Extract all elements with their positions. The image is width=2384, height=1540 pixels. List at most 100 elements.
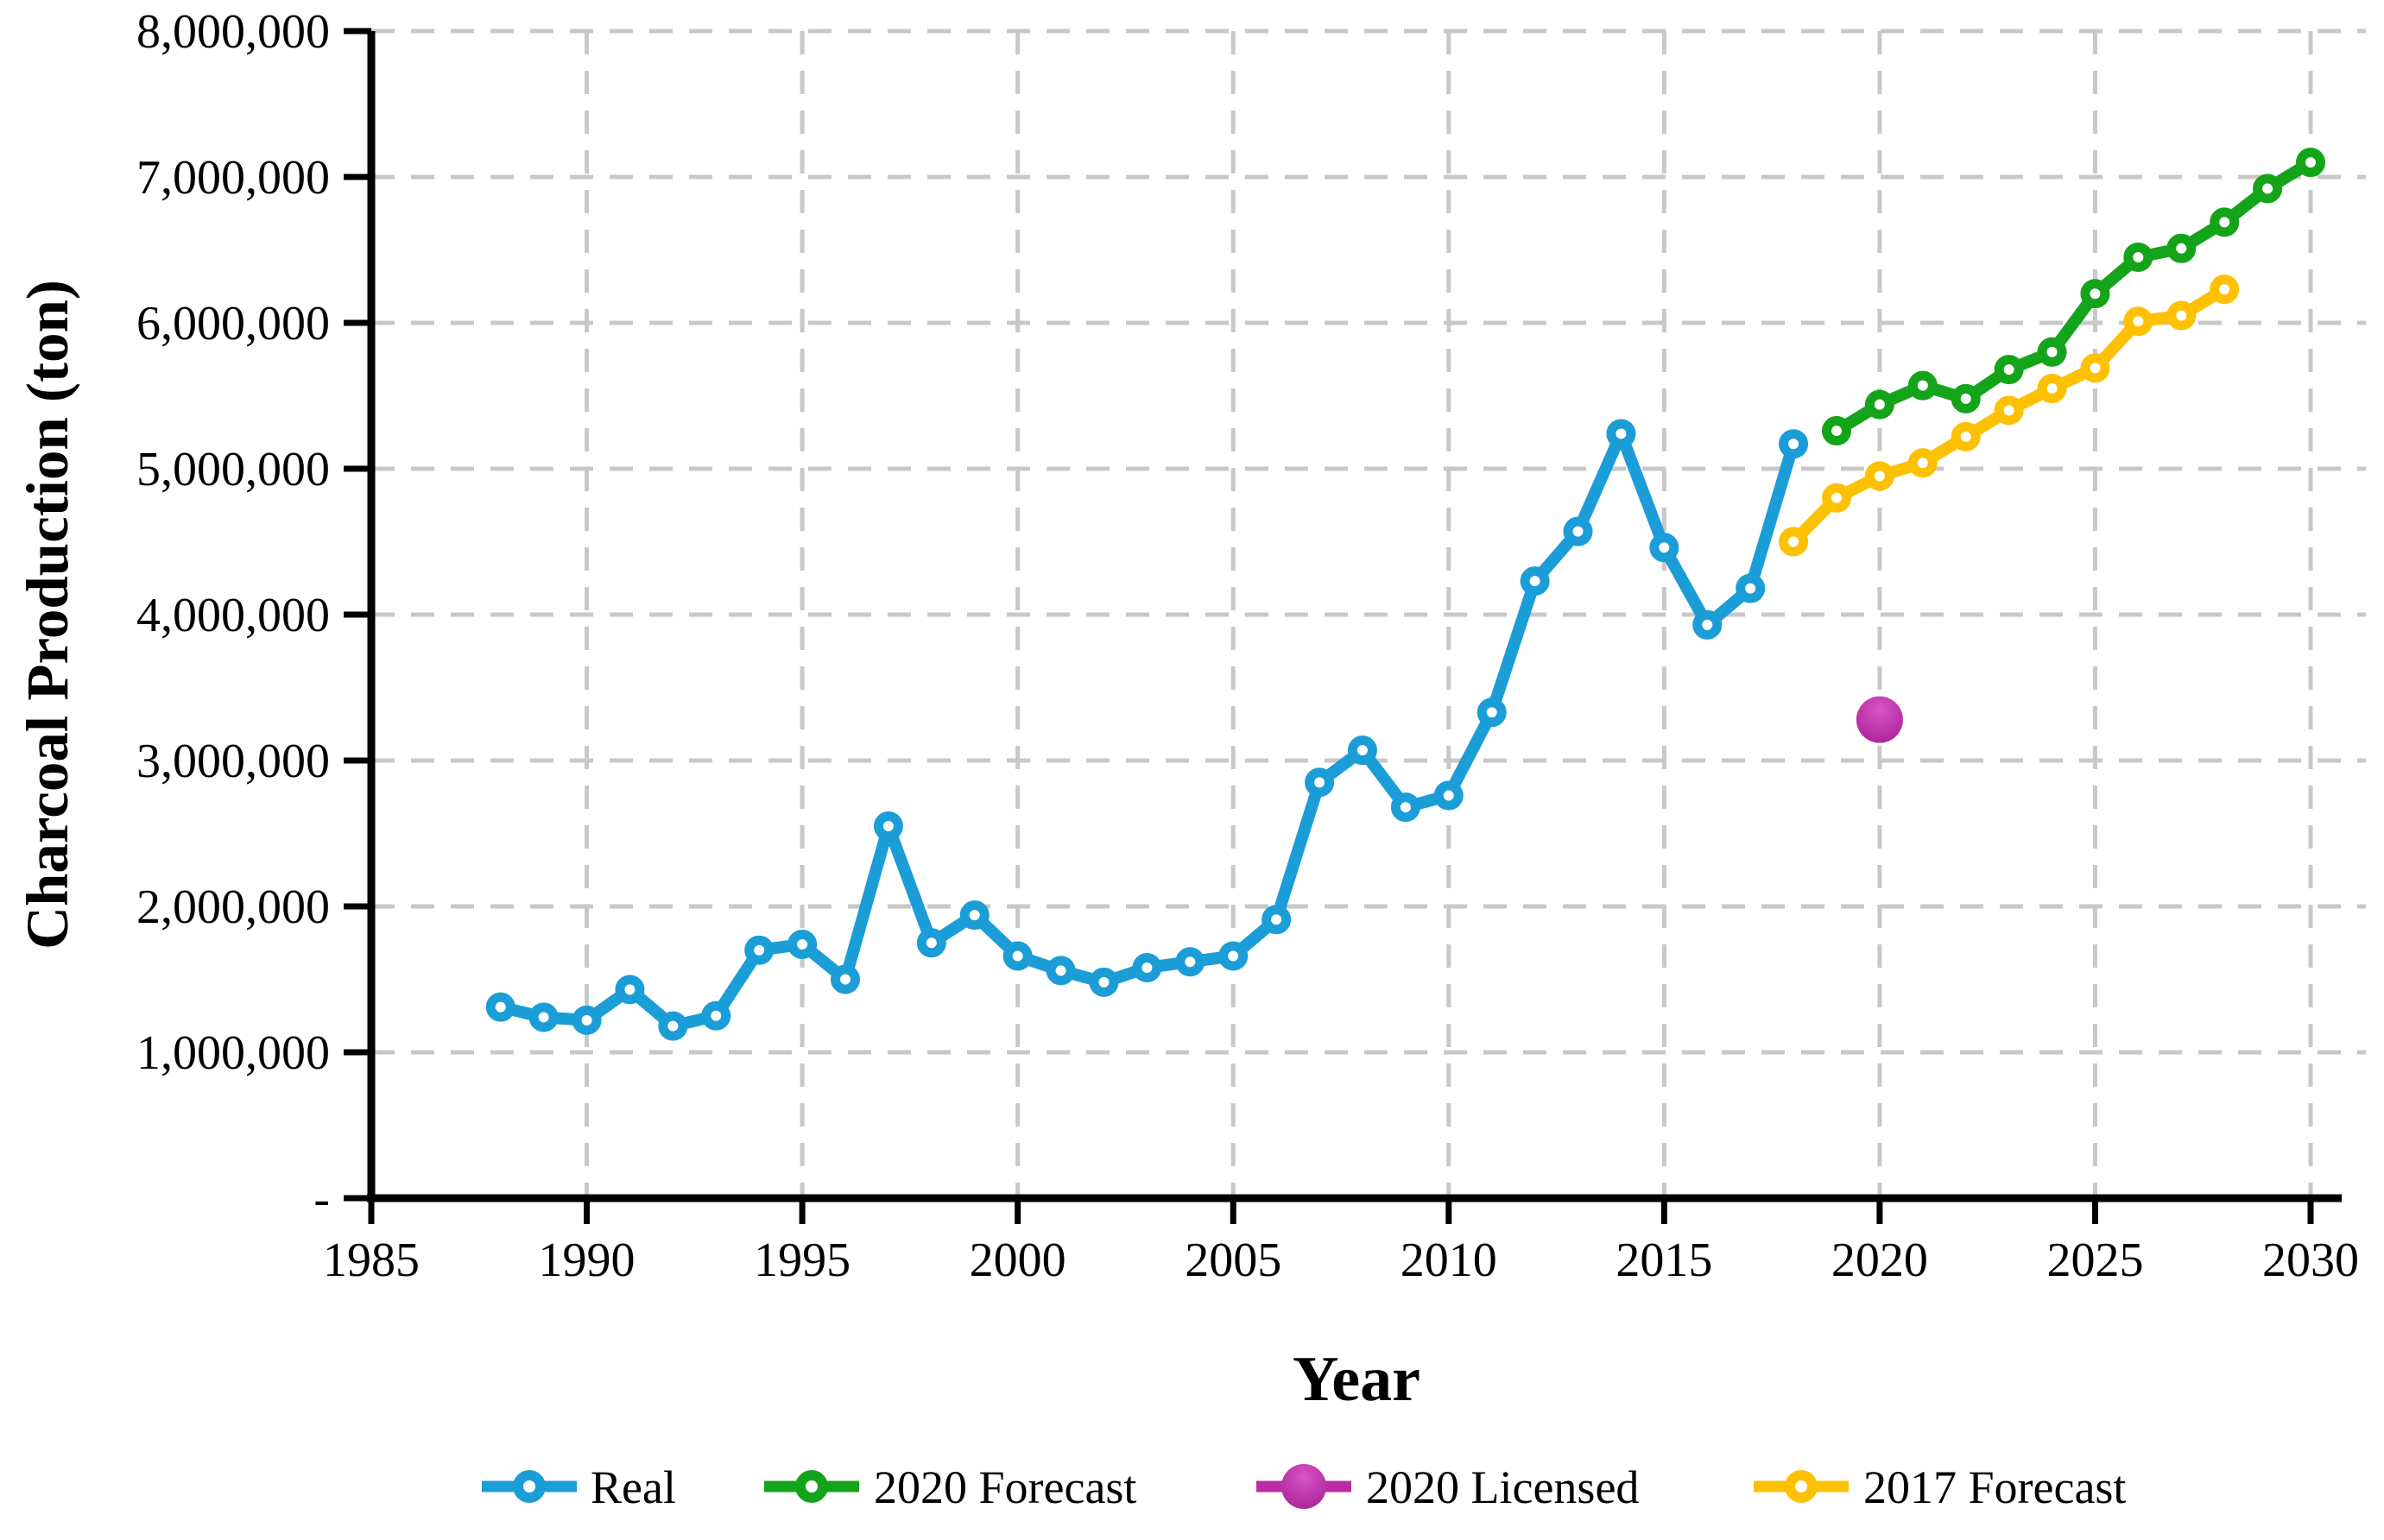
series-line-real [494,427,1800,1032]
marker-2020-forecast-2029 [2253,174,2283,204]
marker-2020-forecast-2027 [2166,233,2197,263]
marker-real-2014 [1606,419,1636,449]
x-tick-label-2015: 2015 [1616,1234,1712,1287]
x-tick-label-2005: 2005 [1185,1234,1281,1287]
y-tick-label-6000000: 6,000,000 [136,297,330,350]
marker-2017-forecast-2023 [1994,395,2024,426]
x-tick-label-2030: 2030 [2262,1234,2359,1287]
marker-2017-forecast-2019 [1821,483,1851,513]
marker-2017-forecast-2028 [2210,275,2240,305]
marker-2017-forecast-2018 [1779,527,1809,557]
series-2020-licensed [1856,696,1903,743]
series-2017-forecast [1779,275,2240,557]
legend-label-real: Real [591,1461,676,1513]
marker-2020-forecast-2025 [2080,279,2110,309]
marker-real-2016 [1692,609,1723,640]
y-tick-label-1000000: 1,000,000 [136,1026,330,1080]
marker-real-2012 [1520,566,1550,596]
marker-real-2000 [1002,941,1033,971]
legend-label-2020-forecast: 2020 Forecast [874,1461,1136,1513]
series-2020-forecast [1821,148,2325,446]
marker-2020-forecast-2022 [1951,383,1981,413]
legend-marker-2020-forecast [795,1470,828,1503]
marker-2020-licensed-2020 [1856,696,1903,743]
y-tick-label-5000000: 5,000,000 [136,443,330,496]
marker-real-1991 [615,975,645,1005]
y-tick-label-7000000: 7,000,000 [136,151,330,205]
marker-real-2013 [1563,516,1593,546]
gridlines [371,28,2366,1198]
series-line-2020-forecast [1830,156,2317,438]
legend-item-real: Real [482,1461,676,1513]
legend-marker-2017-forecast [1785,1470,1818,1503]
y-tick-label-8000000: 8,000,000 [136,5,330,59]
y-tick-label-2000000: 2,000,000 [136,880,330,934]
x-axis-title: Year [1293,1344,1420,1415]
marker-real-2015 [1649,533,1679,563]
x-tick-label-2020: 2020 [1831,1234,1928,1287]
marker-2020-forecast-2020 [1864,389,1894,420]
x-tick-label-1995: 1995 [754,1234,851,1287]
marker-real-2010 [1433,780,1464,811]
marker-real-1999 [959,900,990,931]
marker-2017-forecast-2027 [2166,300,2197,331]
marker-2020-forecast-2021 [1907,370,1938,401]
marker-2020-forecast-2019 [1821,416,1851,446]
y-axis-title: Charcoal Production (ton) [15,280,80,950]
marker-2017-forecast-2025 [2080,353,2110,383]
legend-item-2020-forecast: 2020 Forecast [764,1461,1136,1513]
marker-real-2011 [1477,697,1507,728]
marker-real-1988 [485,992,515,1022]
x-tick-label-2000: 2000 [970,1234,1066,1287]
marker-real-1997 [873,811,903,842]
marker-real-2008 [1347,735,1377,766]
marker-real-2006 [1262,905,1292,935]
marker-2017-forecast-2024 [2037,374,2067,404]
marker-2017-forecast-2021 [1907,448,1938,478]
marker-real-2001 [1046,956,1076,986]
y-tick-label-4000000: 4,000,000 [136,589,330,642]
axes-and-ticks [344,28,2342,1224]
marker-real-2004 [1175,947,1205,977]
marker-real-2017 [1736,573,1766,603]
marker-2020-forecast-2028 [2210,207,2240,237]
marker-2017-forecast-2026 [2123,306,2153,337]
series-real [485,419,1809,1041]
marker-real-2018 [1779,429,1809,459]
x-tick-label-2025: 2025 [2046,1234,2143,1287]
marker-real-1994 [744,935,775,965]
marker-2020-forecast-2023 [1994,355,2024,385]
marker-real-2007 [1305,767,1335,798]
marker-2020-forecast-2030 [2296,148,2325,178]
x-tick-label-1985: 1985 [323,1234,420,1287]
legend-marker-2020-licensed [1281,1464,1326,1509]
marker-real-2005 [1218,941,1249,971]
marker-real-1992 [658,1011,688,1041]
y-tick-label-0: - [313,1172,330,1226]
marker-real-2003 [1132,952,1162,982]
legend: Real 2020 Forecast 2020 Licensed 2017 Fo… [482,1461,2126,1513]
marker-2020-forecast-2026 [2123,242,2153,272]
marker-real-1993 [701,1000,731,1031]
legend-marker-real [513,1470,546,1503]
legend-label-2017-forecast: 2017 Forecast [1863,1461,2126,1513]
x-tick-label-2010: 2010 [1401,1234,1497,1287]
y-tick-label-3000000: 3,000,000 [136,735,330,788]
marker-2017-forecast-2020 [1864,461,1894,491]
marker-real-1995 [787,929,818,959]
tick-labels: - 1,000,000 2,000,000 3,000,000 4,000,000 5,0… [136,5,2359,1287]
marker-real-2002 [1089,967,1119,997]
marker-2017-forecast-2022 [1951,421,1981,451]
legend-label-2020-licensed: 2020 Licensed [1366,1461,1639,1513]
marker-real-1990 [572,1005,602,1035]
x-tick-label-1990: 1990 [539,1234,636,1287]
data-series [485,148,2325,1041]
marker-real-1996 [831,964,861,994]
legend-item-2020-licensed: 2020 Licensed [1256,1461,1639,1513]
marker-real-2009 [1390,792,1420,823]
marker-2020-forecast-2024 [2037,337,2067,367]
marker-real-1989 [528,1002,559,1032]
marker-real-1998 [916,928,946,958]
